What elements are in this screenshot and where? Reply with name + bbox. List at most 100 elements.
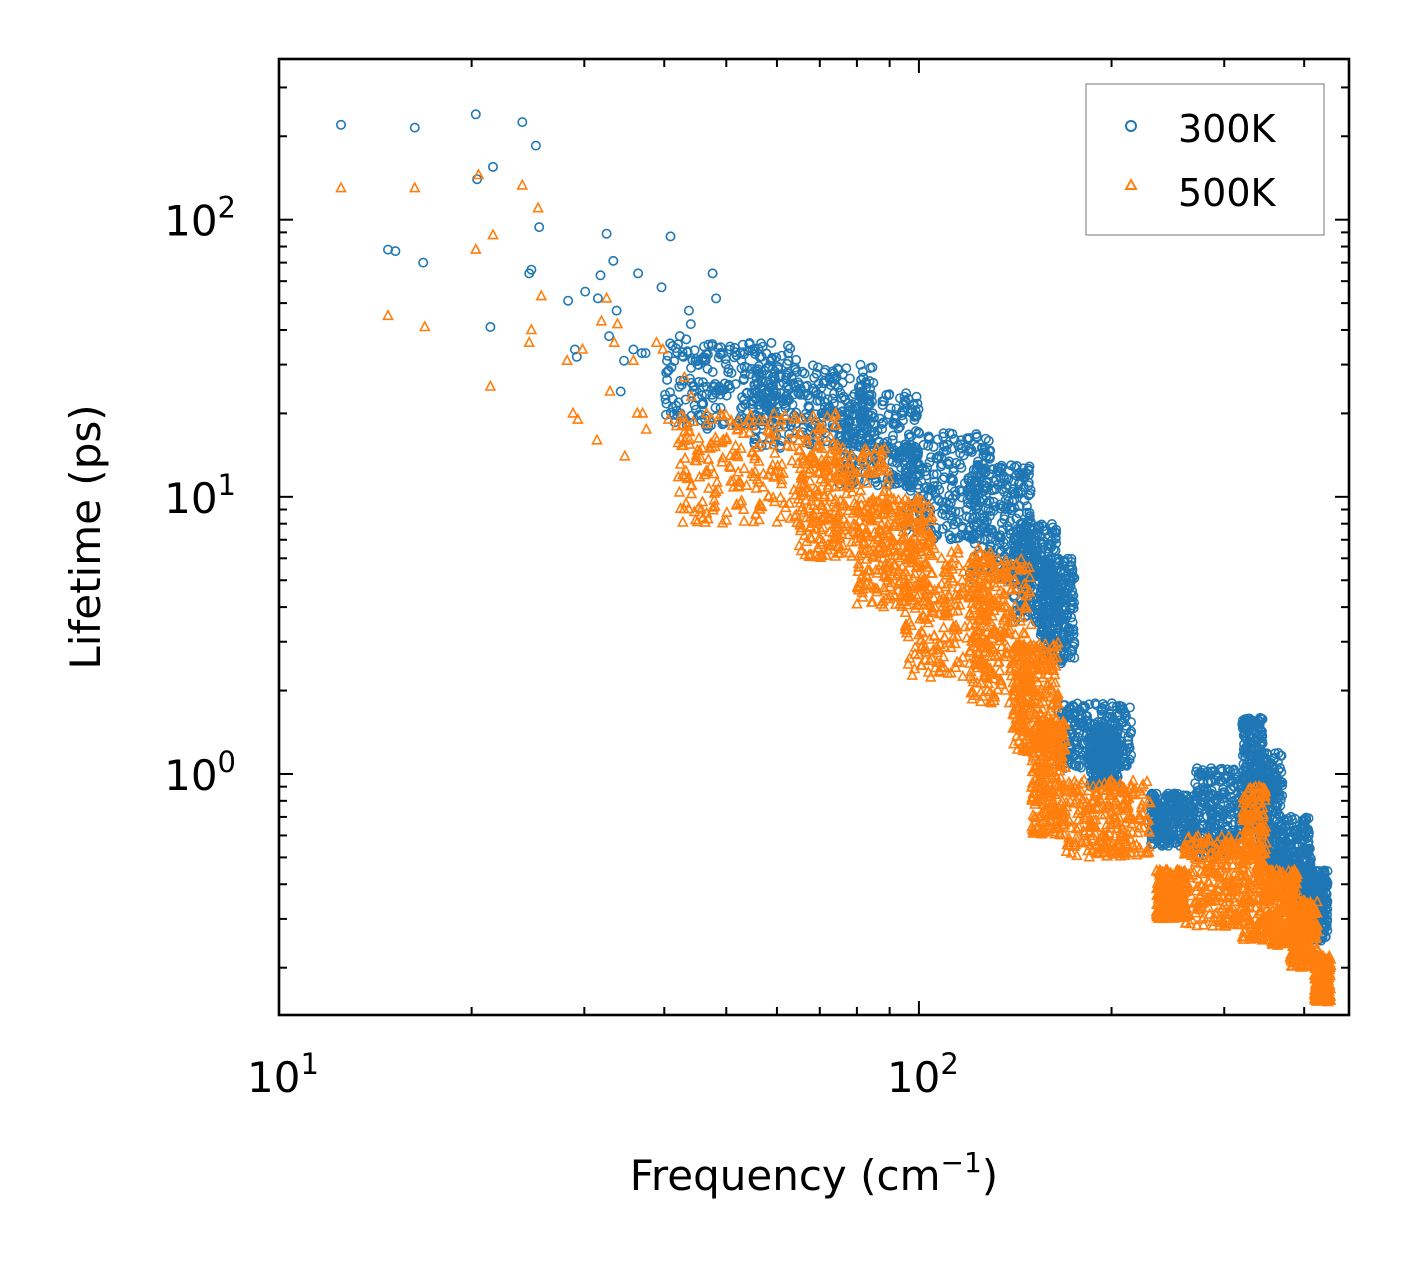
point-300k: [1053, 557, 1064, 568]
point-300k: [687, 388, 698, 399]
point-300k: [677, 347, 688, 358]
point-300k: [747, 403, 758, 414]
point-300k: [720, 359, 731, 370]
point-300k: [1001, 473, 1012, 484]
point-300k: [766, 337, 777, 348]
series-layer: [335, 109, 1337, 1007]
point-300k: [910, 470, 921, 481]
point-300k: [962, 434, 973, 445]
point-300k: [947, 515, 958, 526]
point-300k: [912, 398, 923, 409]
point-300k: [618, 355, 629, 366]
point-300k: [855, 422, 866, 433]
point-300k: [769, 371, 780, 382]
point-300k: [937, 474, 948, 485]
point-300k: [900, 467, 911, 478]
point-300k: [803, 401, 814, 412]
point-300k: [859, 409, 870, 420]
point-300k: [903, 429, 914, 440]
point-300k: [636, 348, 647, 359]
point-300k: [956, 486, 967, 497]
point-300k: [709, 381, 720, 392]
point-300k: [824, 374, 835, 385]
point-300k: [628, 344, 639, 355]
point-300k: [661, 355, 672, 366]
point-300k: [739, 368, 750, 379]
point-300k: [737, 401, 748, 412]
point-300k: [668, 409, 679, 420]
point-300k: [819, 367, 830, 378]
point-300k: [893, 423, 904, 434]
point-300k: [761, 397, 772, 408]
point-300k: [1008, 484, 1019, 495]
point-300k: [877, 423, 888, 434]
point-300k: [918, 439, 929, 450]
point-300k: [889, 413, 900, 424]
point-300k: [802, 380, 813, 391]
point-300k: [1032, 524, 1043, 535]
point-300k: [661, 367, 672, 378]
point-300k: [744, 339, 755, 350]
point-300k: [1006, 460, 1017, 471]
point-300k: [1021, 501, 1032, 512]
point-300k: [707, 366, 718, 377]
point-300k: [971, 432, 982, 443]
point-300k: [928, 441, 939, 452]
point-300k: [1026, 596, 1037, 607]
point-300k: [788, 378, 799, 389]
point-300k: [863, 434, 874, 445]
point-300k: [799, 368, 810, 379]
point-300k: [753, 343, 764, 354]
point-300k: [724, 344, 735, 355]
point-300k: [604, 331, 615, 342]
point-300k: [791, 354, 802, 365]
point-300k: [1014, 500, 1025, 511]
point-300k: [701, 381, 712, 392]
point-300k: [980, 463, 991, 474]
point-300k: [1030, 537, 1041, 548]
point-300k: [786, 371, 797, 382]
point-300k: [698, 382, 709, 393]
point-300k: [711, 293, 722, 304]
point-300k: [776, 435, 787, 446]
point-300k: [986, 524, 997, 535]
point-300k: [710, 402, 721, 413]
point-300k: [844, 373, 855, 384]
point-300k: [944, 428, 955, 439]
point-300k: [526, 264, 537, 275]
point-300k: [409, 122, 420, 133]
point-300k: [770, 390, 781, 401]
point-300k: [964, 443, 975, 454]
point-300k: [689, 345, 700, 356]
point-300k: [819, 396, 830, 407]
point-300k: [1019, 535, 1030, 546]
point-300k: [979, 511, 990, 522]
point-300k: [837, 377, 848, 388]
point-300k: [563, 295, 574, 306]
point-300k: [335, 119, 346, 130]
point-300k: [887, 430, 898, 441]
point-300k: [964, 522, 975, 533]
point-300k: [865, 362, 876, 373]
point-300k: [787, 399, 798, 410]
point-300k: [729, 342, 740, 353]
point-300k: [932, 453, 943, 464]
point-300k: [838, 391, 849, 402]
point-300k: [969, 494, 980, 505]
point-300k: [999, 486, 1010, 497]
point-300k: [909, 411, 920, 422]
point-300k: [980, 526, 991, 537]
point-300k: [751, 366, 762, 377]
point-300k: [390, 246, 401, 257]
point-300k: [1037, 597, 1048, 608]
point-300k: [660, 394, 671, 405]
point-300k: [930, 501, 941, 512]
point-300k: [953, 532, 964, 543]
point-300k: [807, 360, 818, 371]
point-300k: [970, 504, 981, 515]
point-300k: [664, 387, 675, 398]
point-300k: [938, 440, 949, 451]
point-300k: [851, 403, 862, 414]
point-300k: [782, 340, 793, 351]
